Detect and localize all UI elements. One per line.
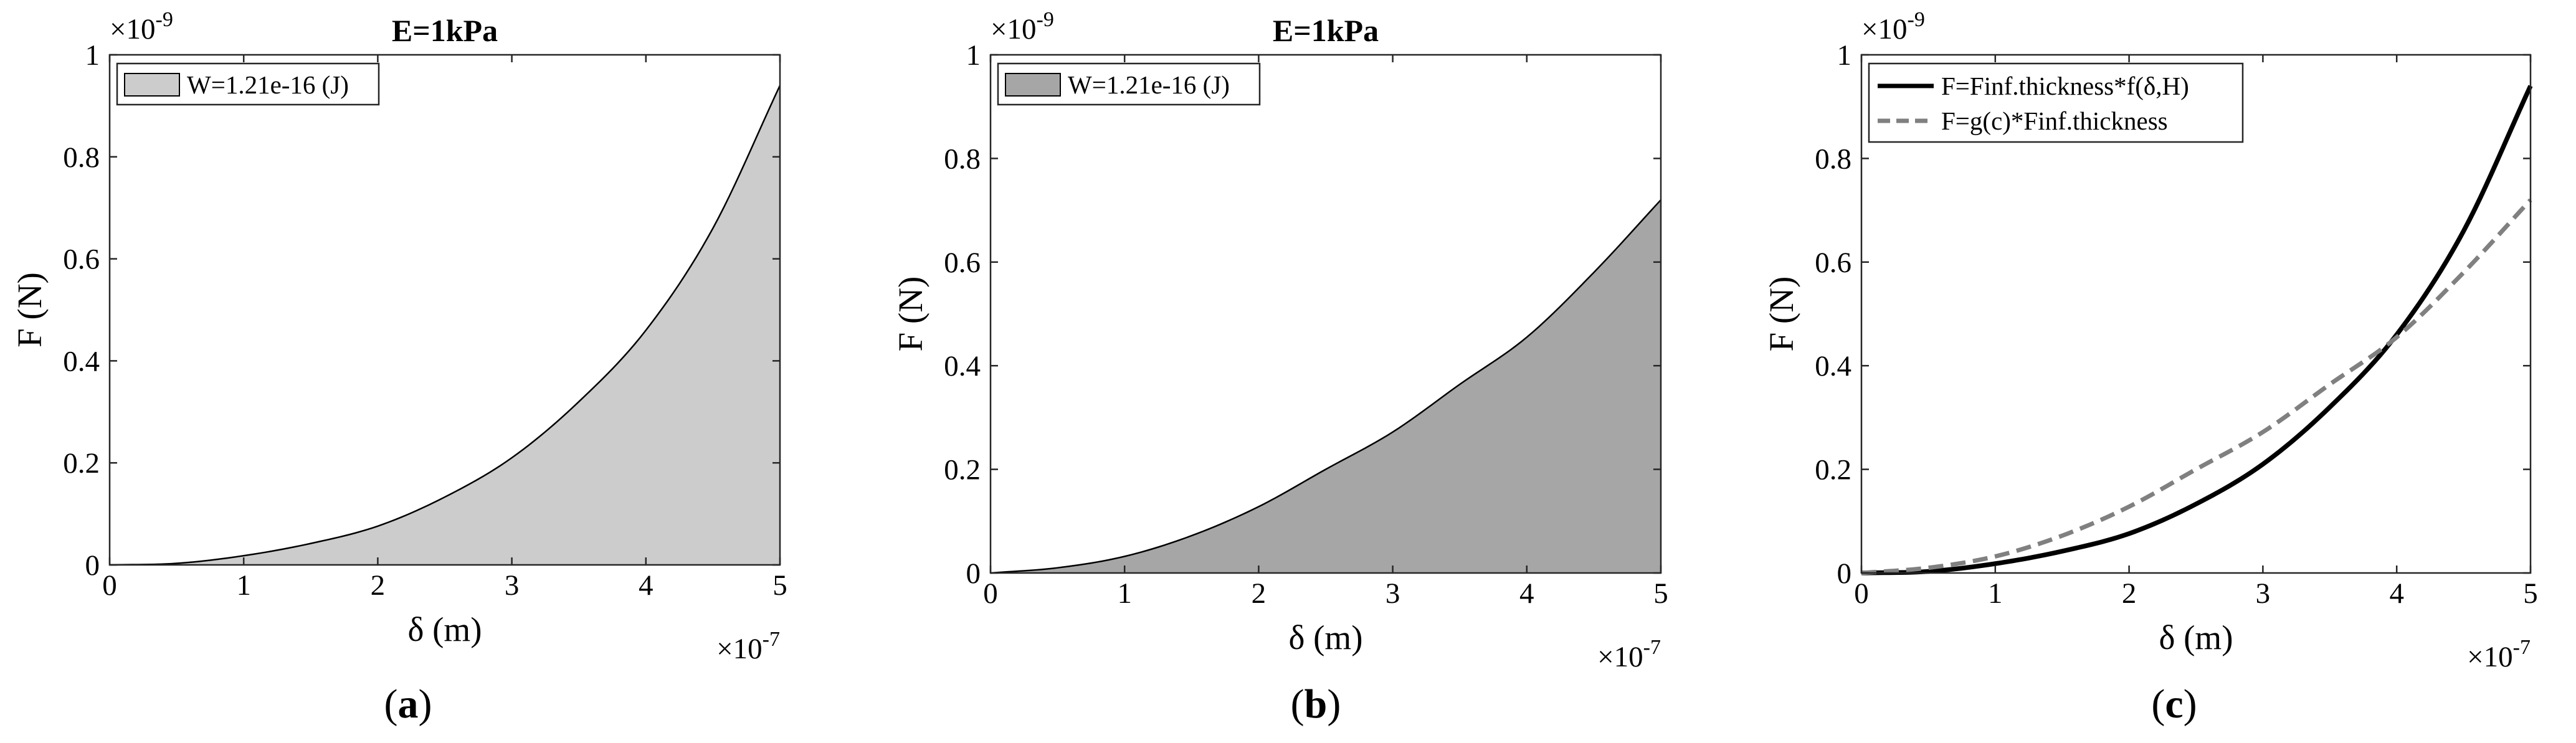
- x-tick-label: 0: [102, 569, 117, 602]
- x-exponent-power: -7: [1643, 636, 1661, 659]
- sub-caption-open-paren: (: [1291, 681, 1305, 727]
- x-tick-label: 3: [2256, 577, 2271, 610]
- series-area-edge: [109, 85, 781, 566]
- x-tick-label: 1: [1117, 577, 1132, 610]
- legend-label: F=Finf.thickness*f(δ,H): [1941, 72, 2189, 100]
- legend: F=Finf.thickness*f(δ,H) F=g(c)*Finf.thick…: [1868, 62, 2244, 143]
- y-tick-label: 0.2: [63, 447, 100, 480]
- y-tick-label: 0.6: [1815, 247, 1851, 279]
- y-tick-label: 1: [1837, 39, 1852, 72]
- x-axis-label: δ (m): [407, 610, 482, 648]
- y-tick-label: 1: [966, 39, 981, 72]
- sub-caption: (b): [1291, 681, 1341, 727]
- x-tick-label: 3: [505, 569, 520, 602]
- sub-caption-open-paren: (: [2151, 681, 2165, 727]
- y-tick-label: 0: [966, 557, 981, 590]
- y-exponent-power: -9: [156, 8, 173, 31]
- x-exponent-base: ×10: [716, 633, 763, 665]
- chart-title: E=1kPa: [392, 13, 498, 48]
- plot-frame: [1860, 54, 2532, 574]
- legend-box: [1868, 62, 2244, 143]
- x-tick-label: 5: [2523, 577, 2538, 610]
- series-area-fill: [991, 199, 1661, 574]
- series-area-edge: [990, 199, 1661, 574]
- legend-label: F=g(c)*Finf.thickness: [1941, 106, 2168, 135]
- y-exponent-power: -9: [1908, 8, 1925, 31]
- sub-caption-close-paren: ): [2184, 681, 2197, 727]
- series-line-2: [1861, 198, 2532, 575]
- chart-panel-a: 0 1 2 3 4 500.20.40.60.81δ (m)F (N)×10-9×10-7…: [11, 8, 787, 727]
- y-tick-label: 0.4: [1815, 350, 1851, 382]
- y-tick-label: 0.8: [63, 141, 100, 174]
- legend-swatch: [1005, 73, 1061, 97]
- x-tick-label: 1: [236, 569, 251, 602]
- y-exponent-power: -9: [1037, 8, 1054, 31]
- y-tick-label: 0.4: [63, 345, 100, 377]
- y-tick-label: 0: [1837, 557, 1852, 590]
- chart-title: E=1kPa: [1273, 13, 1379, 48]
- y-tick-label: 0.6: [63, 244, 100, 276]
- y-tick-label: 0: [85, 549, 100, 582]
- x-tick-label: 4: [1519, 577, 1534, 610]
- y-exponent-base: ×10: [110, 13, 156, 45]
- x-tick-label: 5: [1653, 577, 1668, 610]
- x-tick-label: 2: [1252, 577, 1267, 610]
- y-tick-label: 0.8: [944, 143, 981, 175]
- x-tick-label: 4: [2389, 577, 2404, 610]
- plot-frame: [108, 54, 781, 566]
- y-exponent-base: ×10: [1861, 13, 1908, 45]
- x-tick-label: 5: [772, 569, 787, 602]
- x-exponent-label: ×10-7: [2467, 636, 2531, 673]
- x-tick-label: 3: [1385, 577, 1400, 610]
- series-line-1: [1861, 85, 2533, 575]
- y-tick-label: 0.8: [1815, 143, 1851, 175]
- x-exponent-base: ×10: [2467, 641, 2513, 673]
- x-tick-label: 4: [639, 569, 654, 602]
- x-exponent-power: -7: [2513, 636, 2531, 659]
- sub-caption: (a): [384, 681, 432, 727]
- legend: W=1.21e-16 (J): [997, 62, 1261, 106]
- sub-caption-letter: c: [2165, 681, 2183, 727]
- sub-caption-close-paren: ): [419, 681, 432, 727]
- x-tick-label: 1: [1988, 577, 2003, 610]
- x-tick-label: 2: [371, 569, 386, 602]
- y-axis-label: F (N): [891, 277, 929, 352]
- plot-frame: [989, 54, 1662, 574]
- chart-panel-b: 0 1 2 3 4 500.20.40.60.81δ (m)F (N)×10-9×10-7…: [891, 8, 1668, 727]
- sub-caption-letter: b: [1305, 681, 1328, 727]
- sub-caption-letter: a: [398, 681, 419, 727]
- y-exponent-label: ×10-9: [110, 8, 173, 45]
- x-exponent-base: ×10: [1597, 641, 1643, 673]
- legend-swatch: [124, 73, 180, 97]
- x-axis-label: δ (m): [1288, 618, 1362, 656]
- legend-label: W=1.21e-16 (J): [187, 70, 349, 99]
- legend: W=1.21e-16 (J): [116, 62, 380, 106]
- x-tick-label: 0: [1854, 577, 1869, 610]
- y-tick-label: 0.6: [944, 247, 981, 279]
- sub-caption: (c): [2151, 681, 2197, 727]
- y-exponent-label: ×10-9: [1861, 8, 1925, 45]
- x-axis-label: δ (m): [2159, 618, 2233, 656]
- y-exponent-base: ×10: [991, 13, 1037, 45]
- y-exponent-label: ×10-9: [991, 8, 1054, 45]
- series-area-fill: [110, 85, 780, 565]
- sub-caption-close-paren: ): [1327, 681, 1341, 727]
- y-tick-label: 0.2: [1815, 454, 1851, 486]
- y-tick-label: 1: [85, 39, 100, 72]
- x-tick-label: 0: [983, 577, 998, 610]
- y-tick-label: 0.4: [944, 350, 981, 382]
- x-tick-label: 2: [2122, 577, 2137, 610]
- x-exponent-label: ×10-7: [1597, 636, 1661, 673]
- x-exponent-power: -7: [763, 628, 780, 651]
- y-tick-label: 0.2: [944, 454, 981, 486]
- y-axis-label: F (N): [1762, 277, 1800, 352]
- x-exponent-label: ×10-7: [716, 628, 780, 665]
- chart-panel-c: 0 1 2 3 4 500.20.40.60.81δ (m)F (N)×10-9×10-7…: [1762, 8, 2538, 727]
- y-axis-label: F (N): [11, 272, 49, 348]
- sub-caption-open-paren: (: [384, 681, 398, 727]
- legend-label: W=1.21e-16 (J): [1068, 70, 1230, 99]
